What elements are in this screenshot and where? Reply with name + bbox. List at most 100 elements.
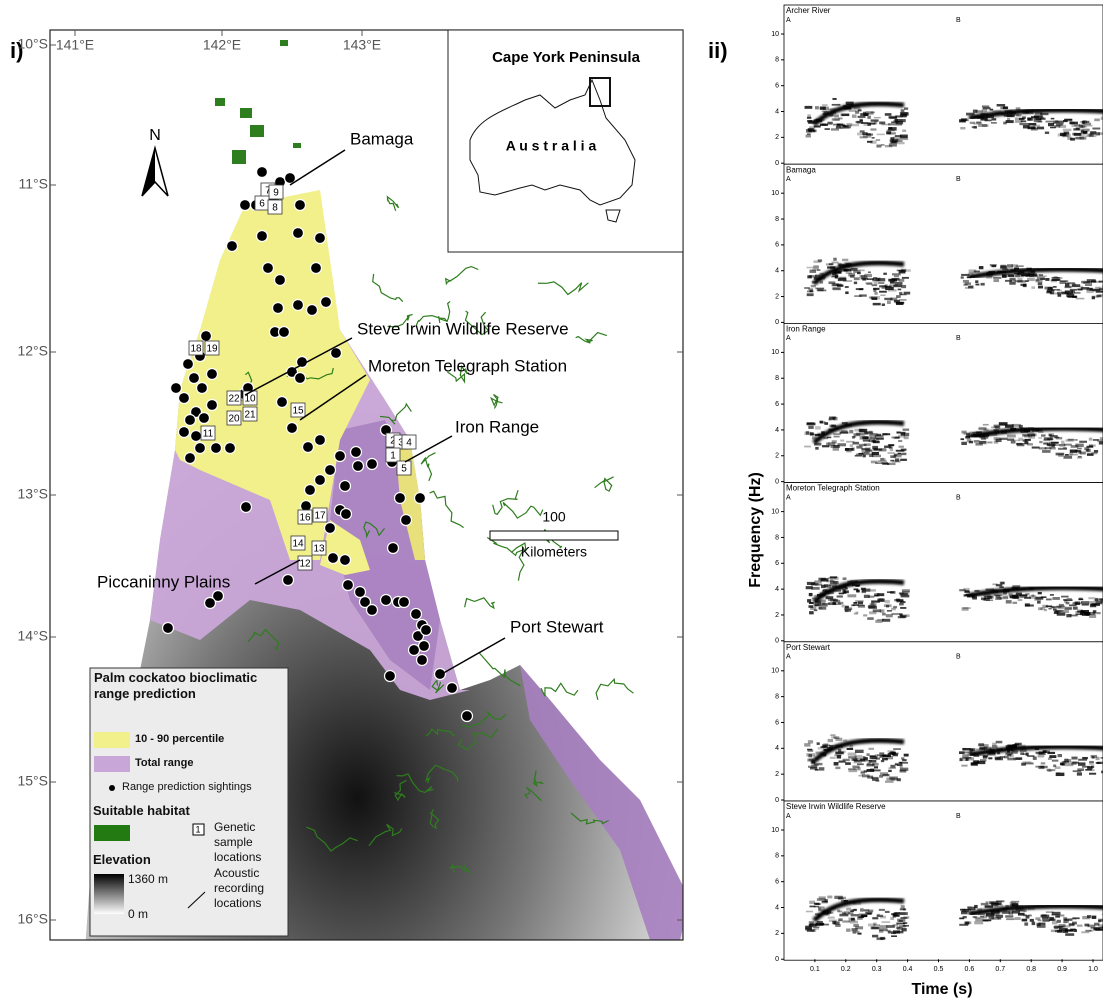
sighting-dot bbox=[462, 711, 473, 722]
spectrogram-panel: Moreton Telegraph StationAB0246810 bbox=[771, 483, 1103, 645]
spectrogram-speck bbox=[857, 133, 864, 136]
spectrogram-speck bbox=[897, 764, 903, 766]
spectrogram-speck bbox=[876, 145, 881, 148]
spectrogram-speck bbox=[853, 909, 856, 911]
spectrogram-speck bbox=[897, 927, 903, 930]
spectrogram-speck bbox=[835, 738, 842, 741]
spectrogram-speck bbox=[1096, 612, 1100, 614]
spectrogram-speck bbox=[853, 604, 859, 606]
spectrogram-speck bbox=[974, 917, 980, 919]
spectrogram-speck bbox=[806, 431, 809, 434]
spectrogram-speck bbox=[814, 580, 821, 583]
spectrogram-speck bbox=[889, 117, 898, 119]
legend-sample-id: 1 bbox=[195, 824, 200, 834]
sighting-dot bbox=[388, 543, 399, 554]
spectrogram-speck bbox=[1023, 284, 1027, 287]
spectrogram-speck bbox=[824, 422, 828, 425]
place-label: Bamaga bbox=[350, 129, 414, 148]
spectrogram-speck bbox=[827, 122, 832, 125]
spectrogram-speck bbox=[902, 759, 907, 761]
spectrogram-speck bbox=[1072, 284, 1080, 287]
spectrogram-speck bbox=[873, 303, 881, 305]
spectrogram-speck bbox=[1006, 918, 1014, 920]
spectrogram-speck bbox=[991, 122, 997, 124]
spectrogram-speck bbox=[1082, 766, 1091, 768]
spectrogram-speck bbox=[1031, 286, 1035, 288]
spectrogram-speck bbox=[1088, 601, 1096, 604]
spectrogram-speck bbox=[899, 270, 906, 273]
call-label: A bbox=[786, 176, 791, 183]
spectrogram-speck bbox=[968, 757, 974, 760]
spectrogram-speck bbox=[1029, 434, 1036, 437]
spectrogram-speck bbox=[974, 440, 980, 443]
panel-label: ii) bbox=[708, 38, 728, 63]
spectrogram-speck bbox=[874, 117, 881, 119]
spectrogram-speck bbox=[1021, 763, 1026, 766]
spectrogram-speck bbox=[827, 896, 832, 899]
spectrogram-speck bbox=[814, 903, 819, 905]
y-tick-label: 4 bbox=[775, 427, 779, 434]
spectrogram-speck bbox=[1079, 124, 1083, 127]
spectrogram-speck bbox=[1005, 424, 1014, 427]
spectrogram-speck bbox=[867, 141, 873, 143]
spectrogram-speck bbox=[1069, 930, 1074, 932]
spectrogram-speck bbox=[1092, 128, 1100, 130]
spectrogram-speck bbox=[962, 748, 970, 751]
spectrogram-speck bbox=[1053, 121, 1059, 124]
spectrogram-speck bbox=[960, 438, 964, 440]
spectrogram-speck bbox=[807, 293, 814, 296]
spectrogram-speck bbox=[1037, 601, 1041, 604]
spectrogram-speck bbox=[1084, 612, 1091, 614]
spectrogram-speck bbox=[877, 914, 880, 917]
spectrogram-speck bbox=[834, 762, 839, 765]
spectrogram-speck bbox=[872, 284, 877, 286]
spectrogram-speck bbox=[1000, 265, 1007, 268]
spectrogram-speck bbox=[866, 111, 874, 114]
spectrogram-speck bbox=[838, 278, 847, 281]
x-tick-label: 0.1 bbox=[810, 966, 820, 973]
spectrogram-speck bbox=[994, 425, 1000, 428]
spectrogram-speck bbox=[864, 595, 870, 598]
spectrogram-speck bbox=[860, 275, 866, 278]
spectrogram-speck bbox=[897, 600, 904, 603]
spectrogram-speck bbox=[811, 929, 816, 932]
river bbox=[576, 333, 607, 344]
spectrogram-speck bbox=[807, 291, 814, 293]
spectrogram-speck bbox=[830, 576, 837, 578]
spectrogram-speck bbox=[872, 917, 878, 919]
y-tick-label: 0 bbox=[775, 797, 779, 804]
spectrogram-speck bbox=[1007, 118, 1010, 121]
spectrogram-speck bbox=[872, 446, 878, 449]
sighting-dot bbox=[325, 523, 336, 534]
place-label: Port Stewart bbox=[510, 617, 604, 636]
spectrogram-speck bbox=[857, 763, 864, 765]
spectrogram-speck bbox=[877, 599, 884, 602]
spectrogram-speck bbox=[871, 927, 880, 930]
sighting-dot bbox=[415, 493, 426, 504]
spectrogram-speck bbox=[1049, 755, 1056, 758]
spectrogram-speck bbox=[883, 273, 887, 275]
sighting-dot bbox=[240, 200, 251, 211]
spectrogram-speck bbox=[834, 119, 840, 121]
spectrogram-speck bbox=[876, 938, 883, 940]
spectrogram-speck bbox=[1057, 920, 1061, 923]
spectrogram-speck bbox=[1033, 757, 1037, 760]
spectrogram-speck bbox=[1022, 116, 1026, 118]
spectrogram-speck bbox=[822, 104, 828, 106]
spectrogram-speck bbox=[1096, 762, 1101, 764]
spectrograms: Archer RiverAB0246810BamagaAB0246810Iron… bbox=[771, 5, 1103, 973]
spectrogram-speck bbox=[1072, 922, 1077, 925]
spectrogram-speck bbox=[1090, 604, 1096, 607]
spectrogram-speck bbox=[867, 913, 871, 915]
spectrogram-speck bbox=[1046, 911, 1054, 913]
spectrogram-speck bbox=[1059, 122, 1064, 125]
spectrogram-speck bbox=[984, 744, 989, 747]
spectrogram-speck bbox=[1091, 452, 1097, 454]
spectrogram-speck bbox=[982, 124, 988, 126]
sample-id: 19 bbox=[206, 344, 218, 355]
panel-frame bbox=[784, 483, 1103, 642]
y-tick-label: 0 bbox=[775, 478, 779, 485]
spectrogram-speck bbox=[1041, 434, 1045, 436]
legend-label: 1360 m bbox=[128, 872, 168, 886]
longitude-label: 142°E bbox=[203, 37, 241, 53]
